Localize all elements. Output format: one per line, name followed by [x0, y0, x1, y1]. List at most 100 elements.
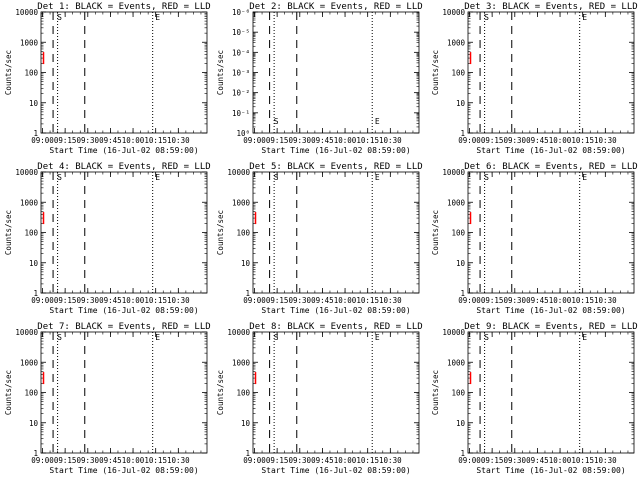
interval-marker-e: E [155, 333, 160, 342]
panel-title: Det 9: BLACK = Events, RED = LLD [464, 322, 637, 332]
y-tick-label: 10 [241, 259, 251, 268]
y-tick-label: 1000 [447, 198, 466, 207]
plot-frame [252, 11, 420, 134]
y-tick-label: 10 [456, 419, 466, 428]
x-tick-label: 10:15 [144, 296, 167, 305]
x-tick-label: 09:30 [503, 296, 526, 305]
y-tick-label: 100 [236, 389, 250, 398]
x-tick-label: 09:45 [526, 456, 549, 465]
x-tick-label: 10:30 [594, 296, 617, 305]
x-tick-label: 10:30 [167, 296, 190, 305]
x-tick-label: 09:15 [54, 136, 77, 145]
x-tick-label: 10:00 [334, 136, 357, 145]
y-axis-label: Counts/sec [431, 370, 440, 415]
panel-title: Det 2: BLACK = Events, RED = LLD [249, 2, 422, 12]
x-tick-label: 10:00 [334, 296, 357, 305]
x-tick-label: 09:00 [458, 136, 481, 145]
y-tick-label: 10⁻² [232, 89, 250, 98]
y-tick-label: 10⁻⁵ [232, 28, 250, 37]
x-tick-label: 09:00 [31, 456, 54, 465]
interval-marker-s: S [57, 173, 62, 182]
y-axis-label: Counts/sec [431, 210, 440, 255]
x-tick-label: 10:30 [167, 136, 190, 145]
interval-marker-e: E [155, 173, 160, 182]
x-tick-label: 09:15 [54, 456, 77, 465]
y-tick-label: 1 [33, 129, 38, 138]
y-tick-label: 1 [245, 289, 250, 298]
panel-det-3: Det 3: BLACK = Events, RED = LLD 1 10 100 10… [431, 2, 638, 155]
y-tick-label: 1 [33, 449, 38, 458]
x-tick-label: 10:15 [571, 456, 594, 465]
x-tick-label: 09:45 [526, 136, 549, 145]
x-tick-label: 10:30 [594, 456, 617, 465]
x-tick-label: 09:15 [266, 456, 289, 465]
plot-frame [467, 171, 635, 294]
panel-det-5: Det 5: BLACK = Events, RED = LLD 1 10 100 10… [216, 162, 423, 315]
y-axis-label: Counts/sec [431, 50, 440, 95]
y-tick-label: 1 [33, 289, 38, 298]
x-tick-label: 10:00 [549, 456, 572, 465]
x-tick-label: 10:00 [334, 456, 357, 465]
x-tick-label: 09:45 [526, 296, 549, 305]
interval-marker-s: S [484, 173, 489, 182]
x-tick-label: 09:00 [243, 136, 266, 145]
y-tick-label: 10000 [15, 8, 38, 17]
panel-title: Det 6: BLACK = Events, RED = LLD [464, 162, 637, 172]
y-tick-label: 100 [24, 229, 38, 238]
x-axis-label: Start Time (16-Jul-02 08:59:00) [49, 146, 198, 155]
x-tick-label: 09:15 [481, 296, 504, 305]
x-axis-label: Start Time (16-Jul-02 08:59:00) [49, 306, 198, 315]
y-axis-label: Counts/sec [216, 50, 225, 95]
y-tick-label: 10⁻³ [232, 69, 250, 78]
panel-title: Det 1: BLACK = Events, RED = LLD [37, 2, 210, 12]
y-tick-label: 10⁻⁶ [232, 8, 250, 17]
interval-marker-e: E [375, 333, 380, 342]
x-tick-label: 09:00 [31, 296, 54, 305]
x-tick-label: 09:30 [503, 456, 526, 465]
y-tick-label: 1000 [232, 358, 251, 367]
y-tick-label: 10000 [15, 168, 38, 177]
panel-title: Det 5: BLACK = Events, RED = LLD [249, 162, 422, 172]
panel-det-9: Det 9: BLACK = Events, RED = LLD 1 10 100 10… [431, 322, 638, 475]
interval-marker-e: E [375, 117, 380, 126]
y-tick-label: 100 [24, 69, 38, 78]
x-axis-label: Start Time (16-Jul-02 08:59:00) [476, 466, 625, 475]
panel-title: Det 8: BLACK = Events, RED = LLD [249, 322, 422, 332]
x-tick-label: 10:30 [379, 456, 402, 465]
panel-det-1: Det 1: BLACK = Events, RED = LLD 1 10 100 10… [4, 2, 211, 155]
panel-title: Det 4: BLACK = Events, RED = LLD [37, 162, 210, 172]
interval-marker-e: E [582, 13, 587, 22]
x-tick-label: 10:15 [571, 136, 594, 145]
y-axis-label: Counts/sec [216, 370, 225, 415]
y-tick-label: 10000 [227, 168, 250, 177]
interval-marker-e: E [582, 173, 587, 182]
y-tick-label: 100 [451, 389, 465, 398]
x-tick-label: 09:45 [99, 296, 122, 305]
plot-frame [467, 11, 635, 134]
y-tick-label: 10000 [442, 328, 465, 337]
y-tick-label: 10 [29, 419, 39, 428]
x-tick-label: 09:15 [54, 296, 77, 305]
panel-det-7: Det 7: BLACK = Events, RED = LLD 1 10 100 10… [4, 322, 211, 475]
x-tick-label: 10:00 [122, 296, 145, 305]
x-tick-label: 10:30 [594, 136, 617, 145]
x-axis-label: Start Time (16-Jul-02 08:59:00) [261, 146, 410, 155]
x-tick-label: 09:45 [311, 456, 334, 465]
x-tick-label: 09:30 [76, 136, 99, 145]
plot-frame [252, 331, 420, 454]
y-tick-label: 10000 [442, 168, 465, 177]
x-tick-label: 09:00 [31, 136, 54, 145]
x-tick-label: 10:00 [549, 296, 572, 305]
x-axis-label: Start Time (16-Jul-02 08:59:00) [261, 306, 410, 315]
x-tick-label: 09:45 [311, 296, 334, 305]
y-tick-label: 1 [460, 129, 465, 138]
x-tick-label: 10:15 [356, 136, 379, 145]
interval-marker-s: S [274, 333, 279, 342]
y-tick-label: 1000 [447, 38, 466, 47]
y-tick-label: 1 [460, 289, 465, 298]
y-tick-label: 1000 [20, 198, 39, 207]
y-tick-label: 10 [29, 99, 39, 108]
x-tick-label: 10:30 [379, 136, 402, 145]
x-tick-label: 09:15 [481, 456, 504, 465]
x-tick-label: 09:00 [243, 296, 266, 305]
